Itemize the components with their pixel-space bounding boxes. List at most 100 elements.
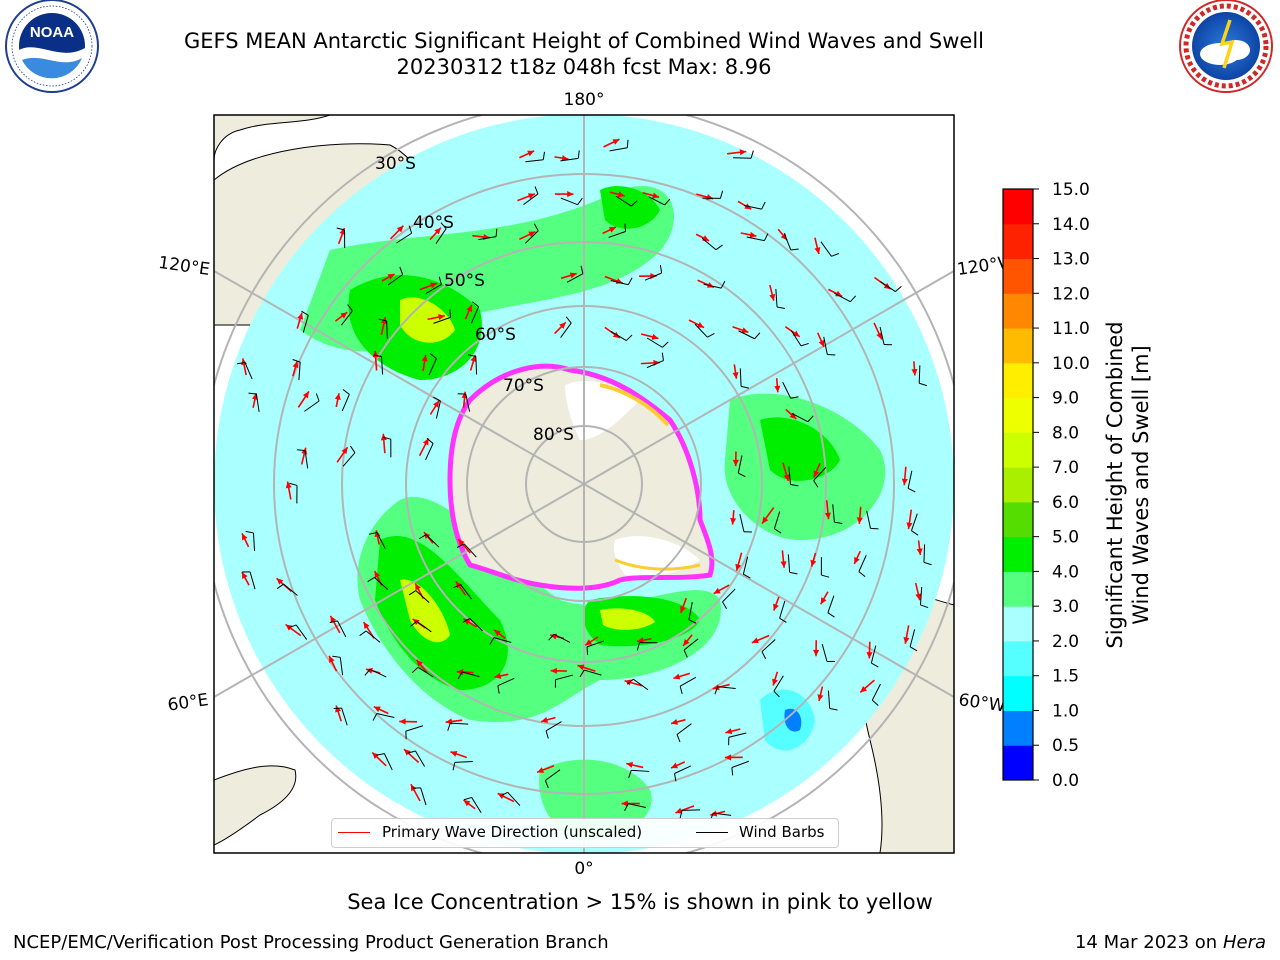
- wind-barb-staff: [475, 356, 478, 375]
- colorbar-tick-label: 1.0: [1052, 701, 1079, 721]
- wind-barb-flag: [276, 583, 284, 590]
- wind-barb-flag: [542, 151, 545, 160]
- wind-barb-flag: [463, 796, 472, 801]
- wind-barb-flag: [500, 791, 508, 797]
- colorbar-label-line1: Significant Height of Combined: [1103, 321, 1127, 649]
- wave-arrow-head: [683, 639, 690, 646]
- wave-arrow-head: [673, 673, 681, 680]
- wind-barb-staff: [435, 400, 441, 419]
- wind-barb-flag: [342, 389, 350, 395]
- wind-barb-flag: [740, 385, 749, 389]
- wind-barb-flag: [407, 750, 416, 754]
- wave-arrow-head: [856, 517, 863, 524]
- wind-barb-flag: [731, 767, 734, 776]
- wind-barb-staff: [782, 381, 792, 399]
- wind-barb-staff: [586, 640, 605, 648]
- wind-barb-flag: [378, 318, 387, 322]
- wind-barb-flag: [920, 604, 929, 609]
- wind-barb-staff: [249, 571, 256, 590]
- wind-barb-flag: [467, 354, 476, 358]
- wind-barb-staff: [374, 577, 389, 590]
- wave-arrow-head: [916, 548, 923, 555]
- wind-barb-staff: [386, 320, 388, 339]
- wind-barb-flag: [628, 770, 632, 779]
- wind-barb-staff: [827, 595, 835, 613]
- wind-barb-staff: [739, 368, 742, 387]
- wind-barb-flag: [907, 487, 916, 493]
- wave-arrow-head: [559, 322, 566, 329]
- wind-barb-staff: [633, 678, 649, 691]
- wind-barb-flag: [626, 678, 634, 685]
- colorbar-segment: [1003, 501, 1033, 538]
- wind-barb-flag: [664, 198, 671, 206]
- wind-barb-staff: [743, 204, 762, 210]
- wind-barb-staff: [739, 514, 745, 532]
- wind-barb-flag: [456, 543, 465, 548]
- wind-barb-flag: [849, 295, 857, 303]
- wind-barb-flag: [719, 190, 724, 199]
- colorbar-tick-label: 10.0: [1052, 354, 1090, 374]
- wind-barb-staff: [610, 280, 629, 286]
- wave-arrow-head: [363, 622, 370, 629]
- wave-arrow-head: [712, 684, 720, 691]
- colorbar-segment: [1003, 293, 1033, 329]
- wind-barbs: [236, 139, 932, 821]
- wind-barb-staff: [631, 769, 650, 772]
- colorbar-segment: [1003, 606, 1033, 642]
- colorbar-tick-label: 12.0: [1052, 284, 1090, 304]
- colorbar-tick-label: 6.0: [1052, 493, 1079, 513]
- wave-arrow-head: [404, 749, 411, 756]
- wind-barb-flag: [821, 574, 830, 578]
- wave-arrow-head: [527, 193, 535, 199]
- wind-barb-flag: [834, 521, 843, 525]
- wind-barb-staff: [701, 237, 717, 251]
- wind-barb-flag: [763, 233, 769, 241]
- wind-barbs-legend-line: [696, 832, 728, 833]
- wave-arrow-head: [399, 718, 406, 725]
- wind-barb-staff: [648, 196, 665, 206]
- wind-barb-staff: [428, 358, 437, 376]
- wave-arrow-head: [773, 603, 779, 611]
- wind-barb-staff: [919, 586, 923, 605]
- wind-barb-flag: [895, 285, 902, 292]
- wave-arrow-head: [463, 800, 471, 807]
- wave-arrow-head: [866, 652, 873, 659]
- wind-barb-flag: [789, 571, 798, 575]
- wind-barb-staff: [450, 722, 469, 725]
- wind-barb-flag: [440, 222, 447, 230]
- wave-arrow-head: [330, 615, 337, 623]
- wind-barb-staff: [608, 231, 626, 238]
- wind-barb-staff: [252, 532, 256, 551]
- wind-barb-staff: [341, 394, 350, 412]
- wind-barb-staff: [376, 712, 395, 719]
- colorbar-tick-label: 3.0: [1052, 597, 1079, 617]
- wind-barb-staff: [304, 450, 309, 469]
- wave-arrow-head: [567, 191, 574, 198]
- colorbar-tick-label: 11.0: [1052, 319, 1090, 339]
- wind-barb-flag: [773, 690, 780, 698]
- colorbar-segment: [1003, 328, 1033, 364]
- wind-barb-flag: [329, 620, 338, 624]
- wind-barb-staff: [584, 669, 602, 676]
- wind-barb-staff: [387, 274, 403, 286]
- wind-barb-staff: [788, 466, 791, 485]
- wave-arrow-head: [780, 233, 788, 241]
- wind-barb-flag: [923, 561, 932, 566]
- colorbar-segment: [1003, 362, 1033, 399]
- wind-barb-flag: [359, 630, 367, 637]
- wave-arrow-head: [854, 556, 860, 564]
- wind-barb-flag: [367, 576, 375, 583]
- wind-barb-staff: [415, 590, 430, 603]
- wind-barb-staff: [470, 306, 480, 324]
- wind-barb-flag: [315, 393, 320, 402]
- wind-barb-staff: [722, 588, 736, 603]
- wind-barb-staff: [791, 413, 809, 423]
- wave-arrow-head: [241, 572, 248, 580]
- lat-label-30s: 30°S: [375, 154, 416, 174]
- wind-barb-flag: [871, 699, 879, 706]
- wave-arrow-head: [813, 649, 820, 657]
- wind-barb-flag: [627, 277, 633, 286]
- wind-barb-staff: [646, 360, 664, 369]
- wind-barb-staff: [337, 620, 347, 638]
- wind-barb-flag: [659, 265, 663, 274]
